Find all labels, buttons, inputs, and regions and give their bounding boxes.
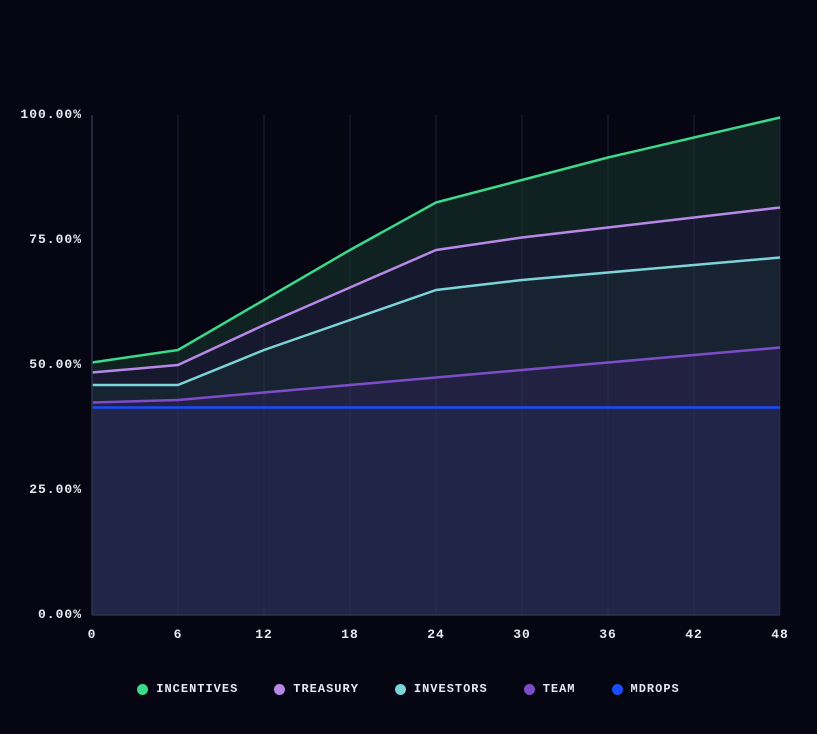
legend-item-team[interactable]: TEAM (524, 682, 576, 696)
legend-dot-icon (612, 684, 623, 695)
legend-label: INCENTIVES (156, 682, 238, 696)
y-tick-label: 50.00% (10, 357, 82, 372)
legend-label: TEAM (543, 682, 576, 696)
y-tick-label: 100.00% (10, 107, 82, 122)
legend-dot-icon (274, 684, 285, 695)
x-tick-label: 30 (507, 627, 537, 642)
legend-item-incentives[interactable]: INCENTIVES (137, 682, 238, 696)
stacked-area-chart: 0.00% 25.00% 50.00% 75.00% 100.00% 0 6 12 18 24 3… (0, 0, 817, 734)
x-tick-label: 12 (249, 627, 279, 642)
legend-dot-icon (524, 684, 535, 695)
chart-svg (0, 0, 817, 734)
legend-item-mdrops[interactable]: MDROPS (612, 682, 680, 696)
legend-label: TREASURY (293, 682, 359, 696)
legend-item-investors[interactable]: INVESTORS (395, 682, 488, 696)
x-tick-label: 24 (421, 627, 451, 642)
x-tick-label: 48 (765, 627, 795, 642)
legend-item-treasury[interactable]: TREASURY (274, 682, 359, 696)
legend-dot-icon (137, 684, 148, 695)
legend-dot-icon (395, 684, 406, 695)
legend-label: MDROPS (631, 682, 680, 696)
x-tick-label: 0 (77, 627, 107, 642)
legend-label: INVESTORS (414, 682, 488, 696)
x-tick-label: 6 (163, 627, 193, 642)
y-tick-label: 25.00% (10, 482, 82, 497)
x-tick-label: 18 (335, 627, 365, 642)
x-tick-label: 36 (593, 627, 623, 642)
y-tick-label: 75.00% (10, 232, 82, 247)
x-tick-label: 42 (679, 627, 709, 642)
y-tick-label: 0.00% (10, 607, 82, 622)
chart-legend: INCENTIVES TREASURY INVESTORS TEAM MDROPS (0, 682, 817, 696)
area-mdrops (92, 408, 780, 616)
